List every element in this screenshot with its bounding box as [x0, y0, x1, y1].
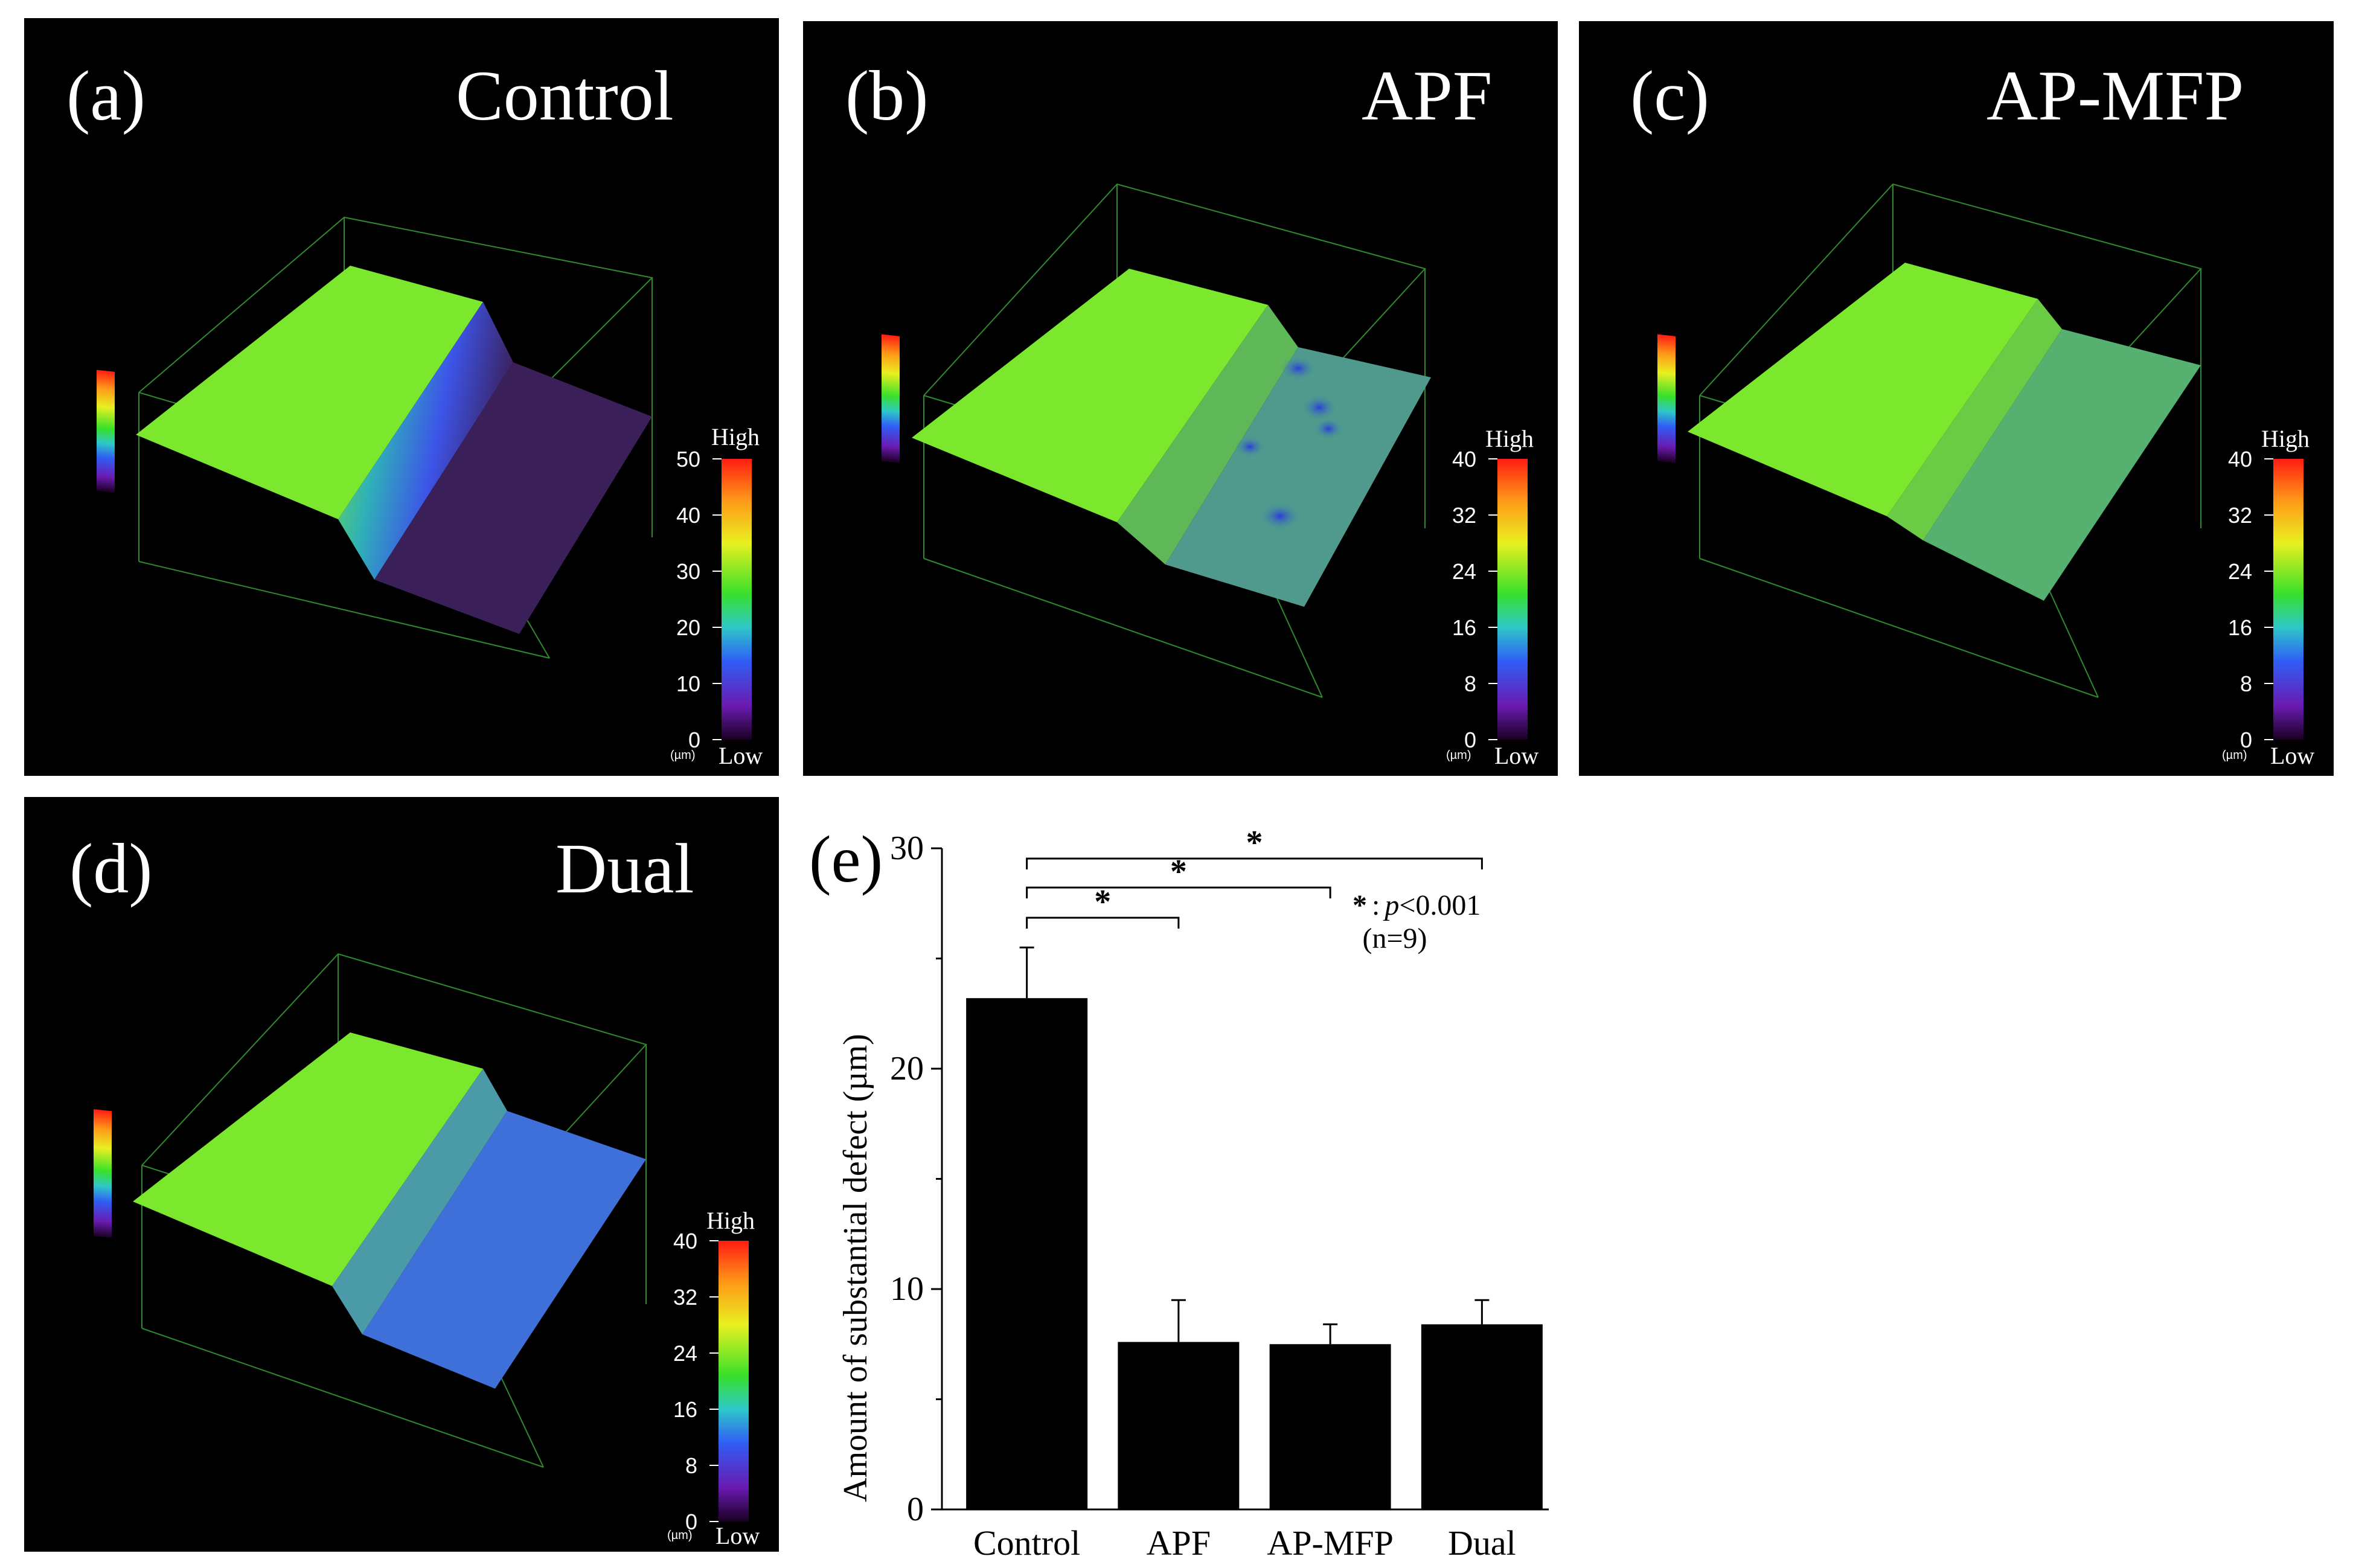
tick-c-2: 24	[2228, 559, 2252, 584]
legend-high-b: High	[1485, 424, 1534, 453]
colorbar-a	[722, 459, 752, 740]
tick-d-4: 8	[685, 1453, 697, 1479]
legend-low-a: Low	[719, 741, 763, 770]
y-tick-label-20: 20	[890, 1050, 924, 1087]
tick-a-5: 0	[688, 728, 700, 753]
note-n: (n=9)	[1362, 923, 1427, 955]
tick-a-4: 10	[676, 671, 700, 697]
chart-ylabel: Amount of substantial defect (µm)	[837, 1034, 874, 1502]
bar-chart-e: (e) Amount of substantial defect (µm) Co…	[797, 803, 1570, 1564]
tick-a-3: 20	[676, 615, 700, 641]
legend-high-d: High	[706, 1206, 755, 1235]
legend-low-d: Low	[716, 1522, 760, 1550]
tick-d-2: 24	[673, 1341, 697, 1366]
bars-layer	[966, 947, 1543, 1509]
colorbar-b	[1497, 459, 1528, 740]
y-tick-label-30: 30	[890, 830, 924, 867]
panel-label-a: (a)	[66, 60, 146, 132]
tick-b-4: 8	[1464, 671, 1476, 697]
tick-d-1: 32	[673, 1285, 697, 1310]
panel-c: (c) AP-MFP High Low (µm) 40 32 24 16 8 0	[1579, 21, 2334, 776]
tick-d-0: 40	[673, 1229, 697, 1254]
panel-b: (b) APF High Low (µm) 40 32 24 16 8 0	[803, 21, 1558, 776]
tick-b-0: 40	[1452, 447, 1476, 472]
colorbar-c	[2273, 459, 2303, 740]
note-p: p	[1383, 889, 1399, 921]
panel-title-d: Dual	[555, 833, 694, 904]
bar-control	[966, 998, 1087, 1509]
tick-a-1: 40	[676, 503, 700, 528]
x-tick-label-dual: Dual	[1448, 1523, 1516, 1563]
panel-d: (d) Dual High Low (µm) 40 32 24 16 8 0	[24, 797, 779, 1552]
tick-a-0: 50	[676, 447, 700, 472]
surface-plot-d	[24, 797, 779, 1552]
tick-b-5: 0	[1464, 728, 1476, 753]
note-star: *	[1353, 889, 1367, 921]
y-tick-label-10: 10	[890, 1270, 924, 1308]
panel-label-b: (b)	[845, 60, 929, 132]
significance-star-dual: *	[1246, 824, 1263, 862]
tick-d-5: 0	[685, 1509, 697, 1535]
tick-c-4: 8	[2240, 671, 2252, 697]
note-text: *: p<0.001	[1353, 889, 1481, 921]
tick-c-5: 0	[2240, 728, 2252, 753]
panel-label-d: (d)	[69, 833, 153, 904]
y-tick-label-0: 0	[907, 1491, 924, 1528]
x-tick-label-ap-mfp: AP-MFP	[1267, 1523, 1394, 1563]
tick-b-3: 16	[1452, 615, 1476, 641]
legend-low-b: Low	[1494, 741, 1538, 770]
bar-apf	[1118, 1342, 1239, 1509]
panel-title-a: Control	[456, 60, 674, 132]
mini-colorbar-a	[97, 370, 115, 493]
note-pval: <0.001	[1399, 889, 1481, 921]
note-colon: :	[1372, 889, 1380, 921]
bar-dual	[1421, 1324, 1543, 1509]
tick-c-1: 32	[2228, 503, 2252, 528]
panel-title-b: APF	[1362, 60, 1492, 132]
legend-low-c: Low	[2270, 741, 2314, 770]
x-tick-label-control: Control	[973, 1523, 1080, 1563]
bar-ap-mfp	[1270, 1344, 1391, 1509]
tick-a-2: 30	[676, 559, 700, 584]
chart-panel-label: (e)	[809, 822, 883, 896]
x-tick-label-apf: APF	[1147, 1523, 1211, 1563]
legend-high-c: High	[2261, 424, 2310, 453]
significance-star-apf: *	[1094, 883, 1111, 921]
legend-high-a: High	[711, 423, 760, 451]
colorbar-d	[719, 1241, 749, 1522]
panel-a: (a) Control High Low (µm) 50 40 30 20 10…	[24, 18, 779, 776]
tick-c-0: 40	[2228, 447, 2252, 472]
tick-c-3: 16	[2228, 615, 2252, 641]
tick-b-1: 32	[1452, 503, 1476, 528]
tick-b-2: 24	[1452, 559, 1476, 584]
tick-d-3: 16	[673, 1397, 697, 1422]
panel-label-c: (c)	[1630, 60, 1709, 132]
panel-title-c: AP-MFP	[1986, 60, 2244, 132]
